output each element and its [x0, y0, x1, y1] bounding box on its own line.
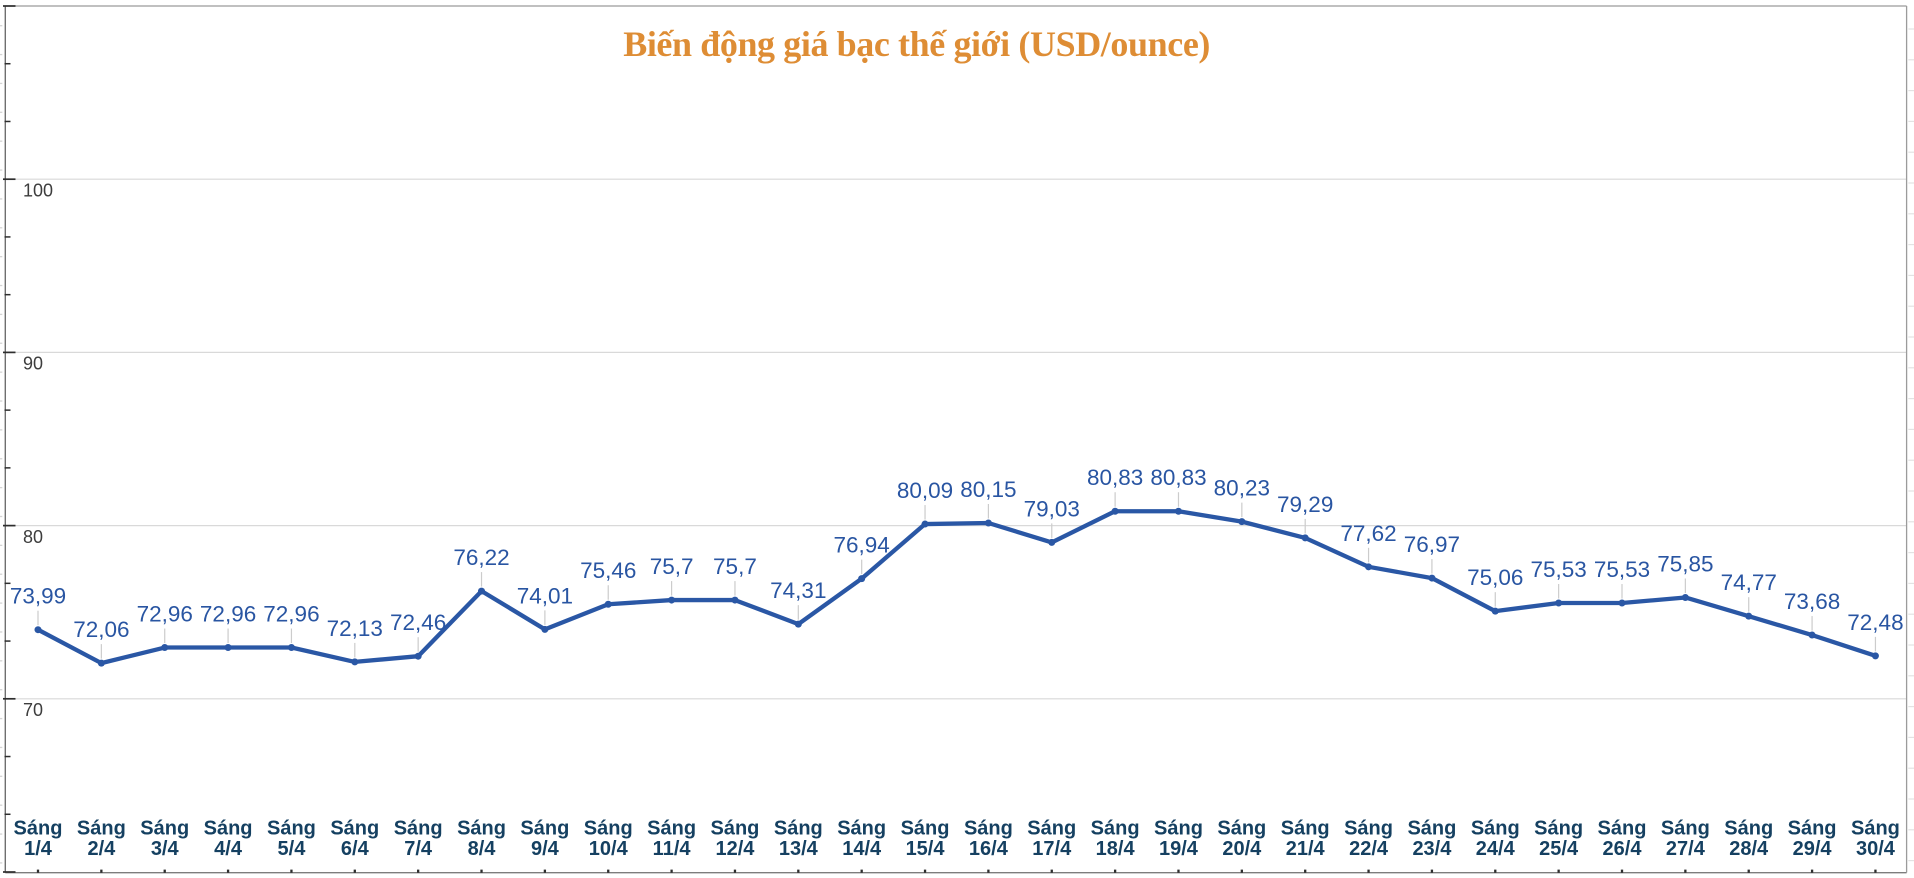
svg-text:Biến động giá bạc thế giới (US: Biến động giá bạc thế giới (USD/ounce) — [623, 24, 1210, 64]
svg-text:75,7: 75,7 — [713, 554, 757, 579]
svg-text:5/4: 5/4 — [278, 838, 307, 860]
svg-text:Sáng: Sáng — [901, 818, 950, 840]
svg-text:100: 100 — [23, 181, 53, 201]
svg-text:10/4: 10/4 — [589, 838, 629, 860]
svg-text:Sáng: Sáng — [647, 818, 696, 840]
svg-text:77,62: 77,62 — [1340, 521, 1396, 546]
svg-text:Sáng: Sáng — [1154, 818, 1203, 840]
svg-text:74,77: 74,77 — [1721, 570, 1777, 595]
svg-text:80: 80 — [23, 527, 43, 547]
svg-text:90: 90 — [23, 354, 43, 374]
svg-text:Sáng: Sáng — [394, 818, 443, 840]
svg-text:80,23: 80,23 — [1214, 476, 1270, 501]
svg-text:Sáng: Sáng — [1661, 818, 1710, 840]
svg-text:Sáng: Sáng — [1598, 818, 1647, 840]
svg-text:76,94: 76,94 — [834, 533, 890, 558]
svg-text:Sáng: Sáng — [1091, 818, 1140, 840]
svg-text:Sáng: Sáng — [1407, 818, 1456, 840]
svg-text:76,22: 76,22 — [453, 545, 509, 570]
svg-text:24/4: 24/4 — [1476, 838, 1516, 860]
svg-text:72,96: 72,96 — [137, 602, 193, 627]
svg-text:Sáng: Sáng — [837, 818, 886, 840]
svg-text:13/4: 13/4 — [779, 838, 819, 860]
svg-text:20/4: 20/4 — [1222, 838, 1262, 860]
svg-text:2/4: 2/4 — [87, 838, 116, 860]
svg-text:Sáng: Sáng — [584, 818, 633, 840]
svg-text:22/4: 22/4 — [1349, 838, 1389, 860]
svg-text:30/4: 30/4 — [1856, 838, 1896, 860]
svg-text:80,09: 80,09 — [897, 478, 953, 503]
svg-text:8/4: 8/4 — [468, 838, 497, 860]
svg-text:Sáng: Sáng — [1534, 818, 1583, 840]
svg-text:Sáng: Sáng — [1344, 818, 1393, 840]
svg-text:75,85: 75,85 — [1657, 551, 1713, 576]
svg-text:16/4: 16/4 — [969, 838, 1009, 860]
svg-text:7/4: 7/4 — [404, 838, 433, 860]
svg-text:14/4: 14/4 — [842, 838, 882, 860]
svg-text:72,06: 72,06 — [73, 617, 129, 642]
svg-text:15/4: 15/4 — [906, 838, 946, 860]
svg-text:18/4: 18/4 — [1096, 838, 1136, 860]
svg-text:23/4: 23/4 — [1412, 838, 1452, 860]
svg-text:Sáng: Sáng — [14, 818, 63, 840]
svg-text:75,06: 75,06 — [1467, 565, 1523, 590]
svg-text:75,7: 75,7 — [650, 554, 694, 579]
svg-text:72,46: 72,46 — [390, 610, 446, 635]
svg-text:76,97: 76,97 — [1404, 532, 1460, 557]
svg-text:Sáng: Sáng — [1217, 818, 1266, 840]
svg-text:1/4: 1/4 — [24, 838, 53, 860]
svg-text:9/4: 9/4 — [531, 838, 560, 860]
svg-text:Sáng: Sáng — [711, 818, 760, 840]
svg-text:73,68: 73,68 — [1784, 589, 1840, 614]
svg-text:75,53: 75,53 — [1594, 557, 1650, 582]
svg-text:Sáng: Sáng — [1851, 818, 1900, 840]
svg-text:3/4: 3/4 — [151, 838, 180, 860]
svg-text:72,13: 72,13 — [327, 616, 383, 641]
svg-text:75,46: 75,46 — [580, 558, 636, 583]
svg-text:19/4: 19/4 — [1159, 838, 1199, 860]
svg-text:74,31: 74,31 — [770, 578, 826, 603]
svg-text:12/4: 12/4 — [715, 838, 755, 860]
svg-text:79,03: 79,03 — [1024, 496, 1080, 521]
svg-text:21/4: 21/4 — [1286, 838, 1326, 860]
svg-text:Sáng: Sáng — [1724, 818, 1773, 840]
svg-text:27/4: 27/4 — [1666, 838, 1706, 860]
svg-text:Sáng: Sáng — [1027, 818, 1076, 840]
svg-text:Sáng: Sáng — [204, 818, 253, 840]
svg-text:29/4: 29/4 — [1793, 838, 1833, 860]
svg-text:25/4: 25/4 — [1539, 838, 1579, 860]
svg-text:72,96: 72,96 — [263, 602, 319, 627]
svg-text:73,99: 73,99 — [10, 584, 66, 609]
svg-text:Sáng: Sáng — [330, 818, 379, 840]
svg-text:75,53: 75,53 — [1530, 557, 1586, 582]
svg-text:80,83: 80,83 — [1087, 465, 1143, 490]
svg-text:80,15: 80,15 — [960, 477, 1016, 502]
svg-text:79,29: 79,29 — [1277, 492, 1333, 517]
svg-text:72,48: 72,48 — [1847, 610, 1903, 635]
svg-text:26/4: 26/4 — [1603, 838, 1643, 860]
svg-text:74,01: 74,01 — [517, 583, 573, 608]
svg-text:Sáng: Sáng — [140, 818, 189, 840]
svg-text:Sáng: Sáng — [964, 818, 1013, 840]
svg-text:Sáng: Sáng — [1471, 818, 1520, 840]
svg-text:Sáng: Sáng — [267, 818, 316, 840]
svg-text:72,96: 72,96 — [200, 602, 256, 627]
svg-text:6/4: 6/4 — [341, 838, 370, 860]
svg-text:28/4: 28/4 — [1729, 838, 1769, 860]
svg-text:4/4: 4/4 — [214, 838, 243, 860]
svg-text:11/4: 11/4 — [653, 838, 692, 860]
svg-text:Sáng: Sáng — [77, 818, 126, 840]
svg-text:Sáng: Sáng — [1281, 818, 1330, 840]
svg-text:Sáng: Sáng — [1788, 818, 1837, 840]
svg-text:Sáng: Sáng — [774, 818, 823, 840]
svg-text:Sáng: Sáng — [520, 818, 569, 840]
svg-text:17/4: 17/4 — [1032, 838, 1072, 860]
svg-text:70: 70 — [23, 700, 43, 720]
svg-text:80,83: 80,83 — [1150, 465, 1206, 490]
svg-text:Sáng: Sáng — [457, 818, 506, 840]
